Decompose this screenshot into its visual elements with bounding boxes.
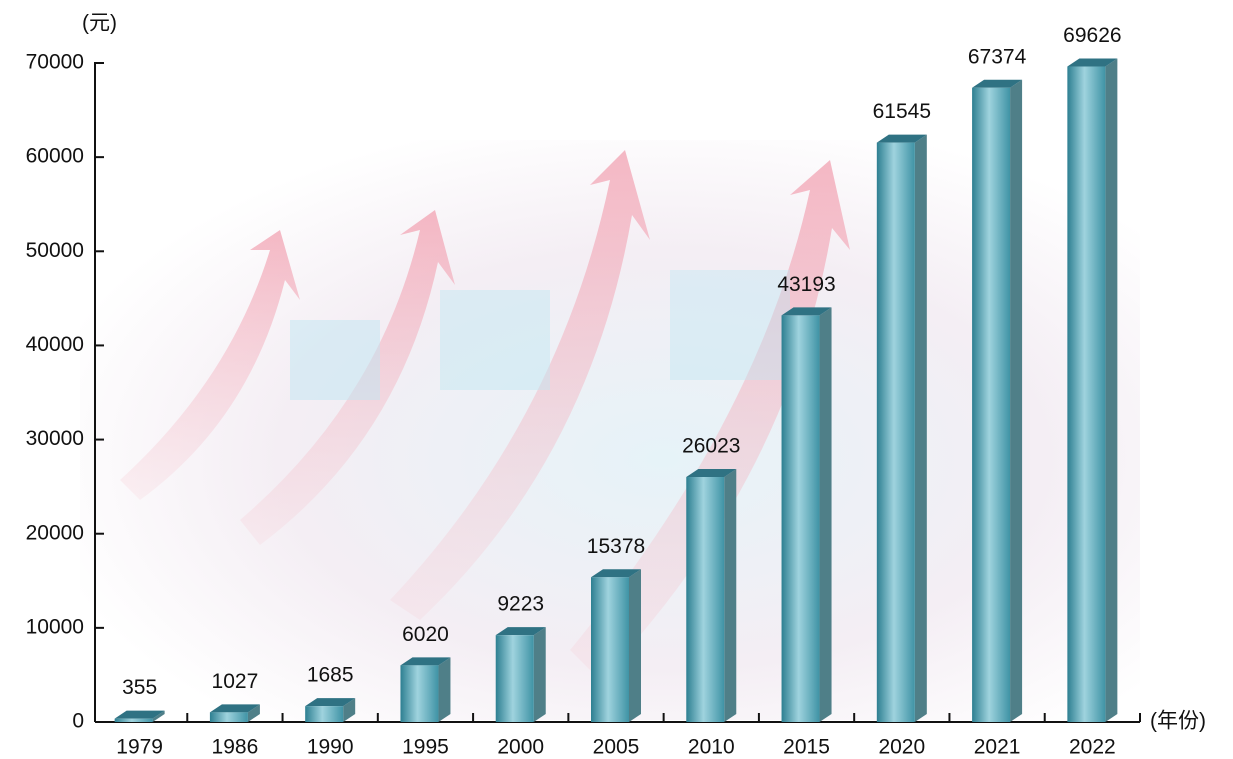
bar-side — [1105, 58, 1118, 723]
value-label: 1027 — [212, 670, 259, 693]
x-tick-label: 1995 — [402, 736, 449, 759]
bar-side — [1010, 79, 1023, 722]
bar — [400, 665, 439, 722]
bar-top — [495, 627, 546, 636]
x-tick-label: 1986 — [212, 736, 259, 759]
bar-side — [247, 704, 260, 722]
value-label: 1685 — [307, 664, 354, 687]
bar-side — [438, 657, 451, 722]
x-tick-label: 2005 — [593, 736, 640, 759]
bar-top — [972, 79, 1023, 88]
bar — [781, 315, 820, 722]
bar-top — [114, 710, 165, 719]
x-tick-label: 2010 — [688, 736, 735, 759]
x-tick-label: 1990 — [307, 736, 354, 759]
y-tick-label: 30000 — [26, 427, 84, 450]
bar-side — [629, 569, 641, 722]
bar-top — [400, 657, 451, 666]
bar — [114, 718, 153, 722]
value-label: 355 — [122, 676, 157, 699]
y-tick-label: 40000 — [26, 333, 84, 356]
bar-side — [343, 698, 356, 722]
y-tick-label: 50000 — [26, 239, 84, 262]
value-label: 69626 — [1063, 24, 1121, 47]
bar — [495, 635, 534, 722]
y-axis-label: (元) — [82, 12, 117, 35]
bar — [876, 142, 915, 722]
bar-side — [819, 307, 832, 722]
bar — [1067, 66, 1106, 723]
bar — [209, 712, 248, 722]
bar-top — [686, 469, 737, 478]
value-label: 9223 — [497, 593, 544, 616]
bar-side — [152, 710, 165, 722]
y-tick-label: 70000 — [26, 51, 84, 74]
x-tick-label: 2000 — [497, 736, 544, 759]
bar-top — [1067, 58, 1118, 67]
x-tick-label: 2015 — [783, 736, 830, 759]
value-label: 61545 — [873, 100, 931, 123]
x-axis-label: (年份) — [1150, 710, 1206, 733]
x-tick-label: 2022 — [1069, 736, 1116, 759]
bar-top — [209, 704, 260, 713]
y-tick-label: 60000 — [26, 145, 84, 168]
value-label: 43193 — [777, 273, 835, 296]
bar — [305, 706, 344, 722]
bar — [591, 577, 629, 722]
y-tick-label: 10000 — [26, 615, 84, 638]
bar-side — [533, 627, 546, 722]
bar-side — [724, 469, 737, 722]
bar-top — [781, 307, 832, 316]
y-tick-label: 20000 — [26, 521, 84, 544]
value-label: 26023 — [682, 435, 740, 458]
x-tick-label: 1979 — [116, 736, 163, 759]
value-label: 67374 — [968, 45, 1027, 68]
y-tick-label: 0 — [72, 710, 84, 733]
value-label: 15378 — [587, 535, 645, 558]
bar-top — [305, 698, 356, 707]
bar — [686, 477, 725, 722]
bar-side — [914, 134, 927, 722]
bar-top — [876, 134, 927, 143]
value-label: 6020 — [402, 623, 449, 646]
bar-top — [591, 569, 641, 578]
bar — [972, 87, 1011, 722]
x-tick-label: 2021 — [974, 736, 1021, 759]
x-tick-label: 2020 — [878, 736, 925, 759]
